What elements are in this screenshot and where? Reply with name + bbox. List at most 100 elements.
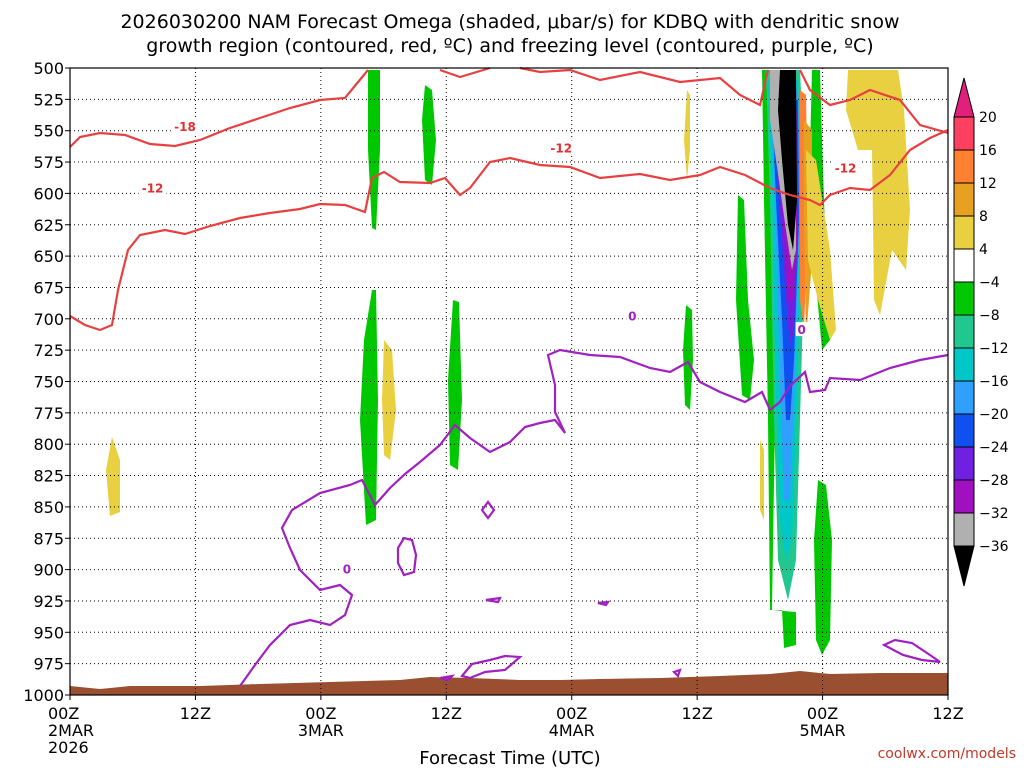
x-tick-label-7: 12Z xyxy=(932,704,963,723)
y-axis: 500 525 550 575 600 625 650 675 700 725 750 775 800 8… xyxy=(23,59,70,705)
omega-yellow-1 xyxy=(846,70,910,315)
x-tick-label-4: 00Z xyxy=(556,704,587,723)
y-tick-label-6: 650 xyxy=(33,247,64,266)
contour-label-0: -18 xyxy=(174,120,196,134)
contour-label-bg-6 xyxy=(340,561,353,576)
freezing-level-loop-1 xyxy=(396,536,418,577)
colorbar-label-1: 16 xyxy=(979,143,997,159)
colorbar-label-10: −24 xyxy=(979,440,1009,456)
x-tick-date-0: 2MAR xyxy=(48,721,94,740)
credit-text[interactable]: coolwx.com/models xyxy=(878,746,1016,762)
freezing-level-loop-3 xyxy=(485,596,502,604)
y-tick-label-17: 925 xyxy=(33,592,64,611)
chart-title-line1: 2026030200 NAM Forecast Omega (shaded, μ… xyxy=(120,11,899,33)
y-tick-label-0: 500 xyxy=(33,59,64,78)
dgz-contour-minus12-lower xyxy=(69,128,949,332)
contour-label-5: 0 xyxy=(797,323,805,337)
colorbar-swatch-0 xyxy=(953,116,975,151)
y-tick-label-19: 975 xyxy=(33,655,64,674)
colorbar-swatch-2 xyxy=(953,182,975,217)
freezing-level-loop-8 xyxy=(439,674,456,682)
colorbar-swatch-5 xyxy=(953,281,975,316)
x-tick-label-6: 00Z xyxy=(807,704,838,723)
omega-green-7 xyxy=(814,480,832,655)
dgz-contours xyxy=(69,66,949,332)
omega-green-1 xyxy=(368,70,380,230)
contour-label-bg-4 xyxy=(626,308,639,323)
colorbar-swatch-11 xyxy=(953,479,975,514)
omega-yellow-main xyxy=(806,150,836,340)
contour-label-bg-5 xyxy=(795,322,808,337)
y-tick-label-1: 525 xyxy=(33,90,64,109)
omega-green-6 xyxy=(736,195,754,400)
contour-label-bg-1 xyxy=(138,180,167,195)
colorbar: 20 16 12 8 4 −4 −8 −12 −16 −20 −24 −28 −32 −36 xyxy=(953,77,1009,587)
y-tick-label-15: 875 xyxy=(33,529,64,548)
omega-green-3 xyxy=(360,290,378,525)
colorbar-label-6: −8 xyxy=(979,308,1000,324)
contour-label-1: -12 xyxy=(142,181,164,195)
colorbar-label-11: −28 xyxy=(979,473,1009,489)
freezing-level-loop-4 xyxy=(597,600,611,607)
y-tick-label-12: 800 xyxy=(33,435,64,454)
ground-terrain xyxy=(70,671,948,695)
colorbar-swatch-1 xyxy=(953,149,975,184)
contour-labels: -18 -12 -12 -12 0 0 0 xyxy=(138,118,860,577)
colorbar-top-arrow xyxy=(953,77,975,118)
colorbar-label-3: 8 xyxy=(979,209,988,225)
contour-label-3: -12 xyxy=(835,161,857,175)
omega-yellow-2 xyxy=(684,90,690,180)
colorbar-swatch-4 xyxy=(953,248,975,283)
colorbar-swatch-10 xyxy=(953,446,975,481)
dgz-contour-minus18-upper xyxy=(439,66,949,135)
omega-yellow-3 xyxy=(382,340,396,460)
y-tick-label-13: 825 xyxy=(33,467,64,486)
plot-area: -18 -12 -12 -12 0 0 0 xyxy=(69,66,949,696)
y-tick-label-14: 850 xyxy=(33,498,64,517)
colorbar-label-0: 20 xyxy=(979,110,997,126)
colorbar-swatch-12 xyxy=(953,512,975,547)
colorbar-swatch-6 xyxy=(953,314,975,349)
contour-label-6: 0 xyxy=(343,563,351,577)
y-tick-label-9: 725 xyxy=(33,341,64,360)
colorbar-swatch-3 xyxy=(953,215,975,250)
contour-label-4: 0 xyxy=(628,309,636,323)
y-tick-label-18: 950 xyxy=(33,623,64,642)
colorbar-label-9: −20 xyxy=(979,407,1009,423)
colorbar-label-2: 12 xyxy=(979,176,997,192)
x-tick-date-2: 3MAR xyxy=(298,721,344,740)
x-tick-label-0: 00Z xyxy=(48,704,79,723)
y-tick-label-2: 550 xyxy=(33,122,64,141)
contour-label-bg-0 xyxy=(170,118,199,133)
freezing-level-loop-2 xyxy=(480,500,496,520)
colorbar-label-12: −32 xyxy=(979,506,1009,522)
x-tick-label-2: 00Z xyxy=(305,704,336,723)
y-tick-label-3: 575 xyxy=(33,153,64,172)
colorbar-label-5: −4 xyxy=(979,275,1000,291)
y-tick-label-10: 750 xyxy=(33,373,64,392)
freezing-level-loop-7 xyxy=(671,668,682,679)
freezing-level-main xyxy=(239,348,949,687)
y-tick-label-8: 700 xyxy=(33,310,64,329)
x-tick-label-3: 12Z xyxy=(431,704,462,723)
y-tick-label-11: 775 xyxy=(33,404,64,423)
x-tick-year-0: 2026 xyxy=(48,738,89,757)
colorbar-swatch-8 xyxy=(953,380,975,415)
colorbar-swatch-9 xyxy=(953,413,975,448)
omega-green-5 xyxy=(683,305,693,410)
colorbar-bottom-arrow xyxy=(953,545,975,587)
omega-green-2 xyxy=(422,85,436,185)
freezing-level-contours xyxy=(239,348,949,687)
omega-yellow-4 xyxy=(106,437,120,516)
colorbar-label-4: 4 xyxy=(979,242,988,258)
contour-label-bg-3 xyxy=(831,160,860,175)
x-tick-date-6: 5MAR xyxy=(800,721,846,740)
y-tick-label-5: 625 xyxy=(33,216,64,235)
colorbar-label-8: −16 xyxy=(979,374,1009,390)
x-tick-date-4: 4MAR xyxy=(549,721,595,740)
freezing-level-loop-5 xyxy=(460,654,523,680)
omega-black-main xyxy=(778,70,797,250)
x-tick-label-5: 12Z xyxy=(681,704,712,723)
